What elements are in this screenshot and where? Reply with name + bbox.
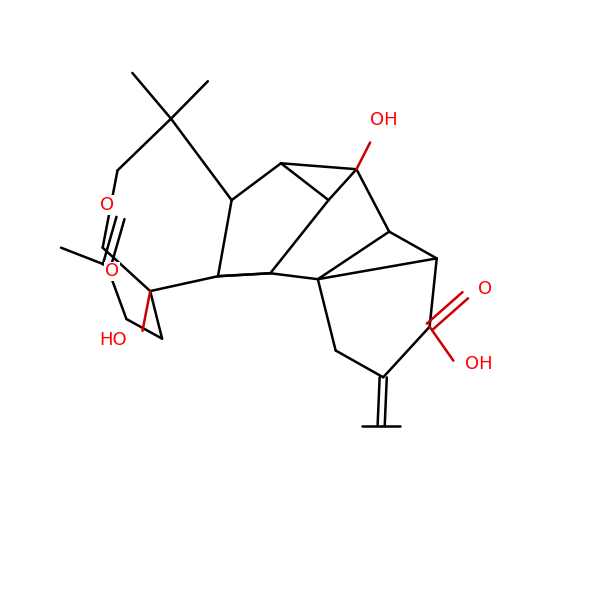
Text: OH: OH: [370, 112, 398, 130]
Text: O: O: [104, 262, 119, 280]
Text: HO: HO: [99, 331, 127, 349]
Text: O: O: [100, 196, 114, 214]
Text: OH: OH: [465, 355, 493, 373]
Text: O: O: [478, 280, 493, 298]
